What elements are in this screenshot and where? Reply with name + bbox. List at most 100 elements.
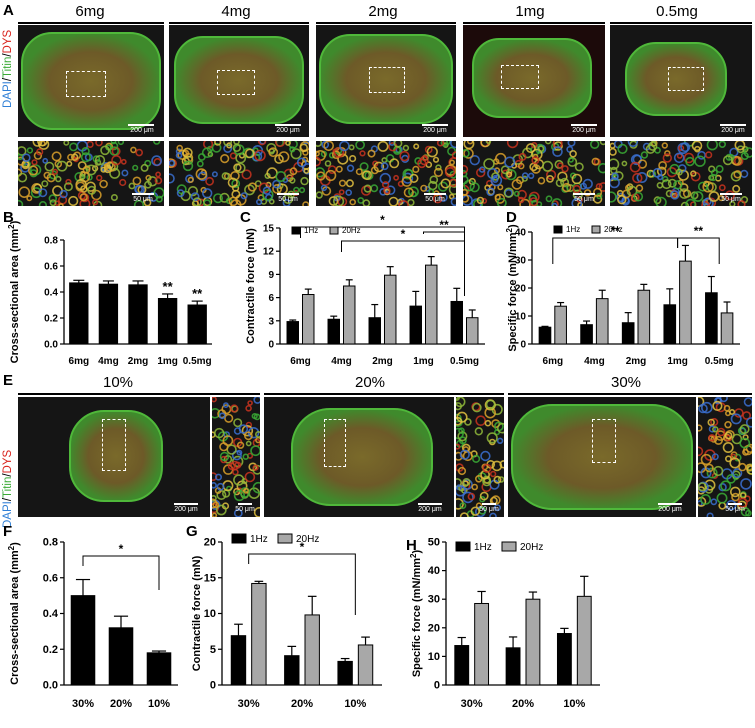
cell-mark xyxy=(132,176,142,186)
bar xyxy=(304,614,320,686)
bar xyxy=(580,324,593,345)
cell-mark xyxy=(591,157,600,166)
cell-mark xyxy=(497,422,504,434)
cell-mark xyxy=(598,182,605,192)
cell-mark xyxy=(213,427,225,439)
cell-mark xyxy=(701,401,713,414)
cell-mark xyxy=(219,412,226,420)
cell-mark xyxy=(233,508,243,517)
micrograph-overview: 200 μm xyxy=(18,25,164,137)
cell-mark xyxy=(196,160,204,168)
cell-mark xyxy=(656,181,664,189)
cell-mark xyxy=(380,162,389,171)
scale-bar xyxy=(128,124,154,126)
cell-mark xyxy=(532,153,539,160)
cell-mark xyxy=(463,175,469,185)
cell-mark xyxy=(551,198,563,206)
cell-mark xyxy=(737,426,747,436)
cell-mark xyxy=(203,199,212,206)
cell-mark xyxy=(28,165,39,176)
cell-mark xyxy=(469,182,480,193)
cell-mark xyxy=(58,203,64,206)
bar xyxy=(425,264,438,345)
cell-mark xyxy=(211,171,218,178)
y-label-sup: 2 xyxy=(7,224,16,229)
cell-mark xyxy=(320,184,328,192)
cell-mark xyxy=(46,173,56,183)
cell-mark xyxy=(253,507,260,517)
cell-mark xyxy=(99,179,108,189)
y-tick-label: 5 xyxy=(210,644,216,656)
roi-box xyxy=(592,419,616,463)
cell-mark xyxy=(710,169,718,177)
cell-mark xyxy=(462,446,470,453)
cell-mark xyxy=(456,485,466,497)
cell-mark xyxy=(732,468,743,479)
cell-mark xyxy=(742,448,749,456)
bar xyxy=(576,595,592,686)
cell-mark xyxy=(331,150,341,159)
cell-mark xyxy=(232,143,242,153)
cell-mark xyxy=(497,476,504,483)
cell-mark xyxy=(239,487,251,498)
stain-dys: DYS xyxy=(2,29,14,54)
cell-mark xyxy=(436,141,445,147)
cell-mark xyxy=(440,178,451,189)
micrograph-zoom: 50 μm xyxy=(463,141,605,206)
y-axis-label: Cross-sectional area (mm2) xyxy=(7,542,22,685)
cell-mark xyxy=(238,424,249,434)
cell-mark xyxy=(690,170,697,177)
significance-bracket xyxy=(423,231,465,296)
cell-mark xyxy=(316,141,323,147)
cell-mark xyxy=(413,143,420,150)
bar xyxy=(286,321,299,345)
cell-mark xyxy=(680,201,689,206)
scale-label: 50 μm xyxy=(425,196,445,203)
cell-mark xyxy=(702,197,714,206)
cell-mark xyxy=(746,465,752,475)
cell-mark xyxy=(227,177,238,188)
cell-mark xyxy=(244,431,253,441)
cell-mark xyxy=(491,419,501,429)
bar xyxy=(146,652,172,686)
cell-mark xyxy=(698,424,703,432)
bar xyxy=(538,326,552,345)
cell-mark xyxy=(513,190,520,197)
cell-mark xyxy=(503,187,514,198)
scale-label: 50 μm xyxy=(721,196,741,203)
cell-mark xyxy=(38,188,48,198)
cell-mark xyxy=(285,141,291,146)
cell-mark xyxy=(244,471,256,483)
micrograph-overview: 200 μm xyxy=(169,25,309,137)
cell-mark xyxy=(328,196,339,206)
y-label-end: ) xyxy=(411,550,423,554)
cell-mark xyxy=(18,199,24,206)
cell-mark xyxy=(724,421,732,429)
cell-mark xyxy=(303,168,309,174)
significance-marker: * xyxy=(119,542,124,556)
cell-mark xyxy=(463,141,475,150)
cell-mark xyxy=(48,194,57,203)
cell-mark xyxy=(610,147,617,156)
cell-mark xyxy=(496,197,507,206)
cell-mark xyxy=(316,167,325,178)
cell-mark xyxy=(733,170,742,179)
significance-bracket xyxy=(300,226,465,296)
cell-mark xyxy=(229,152,237,160)
cell-mark xyxy=(469,155,481,166)
cell-mark xyxy=(544,141,552,145)
cell-mark xyxy=(518,152,527,161)
cell-mark xyxy=(500,165,510,175)
x-tick-label: 20% xyxy=(291,698,313,710)
condition-label: 10% xyxy=(102,374,134,391)
cell-mark xyxy=(36,148,44,156)
cell-mark xyxy=(379,187,387,196)
cell-mark xyxy=(212,397,217,403)
y-tick-label: 0.4 xyxy=(43,608,59,620)
cell-mark xyxy=(440,141,449,147)
cell-mark xyxy=(348,144,355,151)
cell-mark xyxy=(545,195,553,203)
cell-mark xyxy=(408,186,419,198)
cell-mark xyxy=(275,170,287,182)
cell-mark xyxy=(713,465,724,477)
